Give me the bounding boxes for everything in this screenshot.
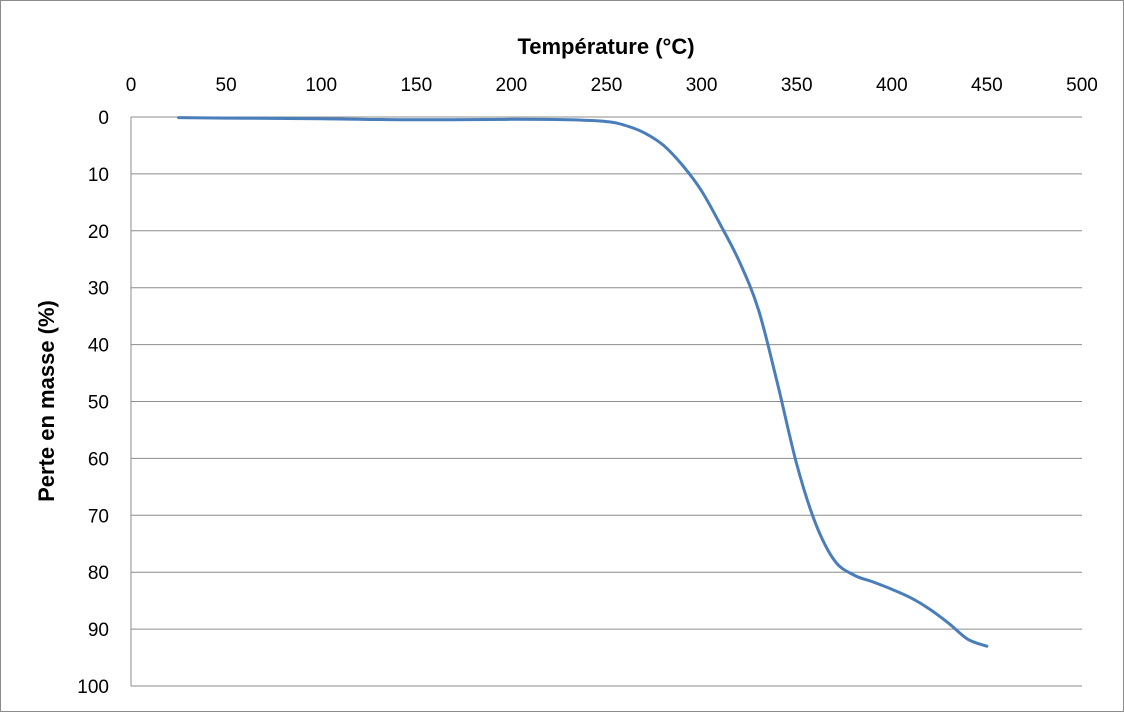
series-line-0 xyxy=(177,116,989,648)
y-tick-label: 100 xyxy=(77,677,109,698)
gridlines xyxy=(131,173,1082,687)
y-tick-labels: 0 10 20 30 40 50 60 70 80 90 100 xyxy=(77,108,109,698)
x-tick-label: 400 xyxy=(876,75,908,96)
y-axis-title: Perte en masse (%) xyxy=(34,300,59,502)
x-tick-label: 350 xyxy=(781,75,813,96)
x-tick-labels: 0 50 100 150 200 250 300 350 400 450 500 xyxy=(126,75,1098,96)
x-tick-label: 150 xyxy=(400,75,432,96)
y-tick-label: 70 xyxy=(88,506,109,527)
x-tick-label: 50 xyxy=(216,75,237,96)
x-tick-label: 500 xyxy=(1066,75,1098,96)
y-tick-label: 10 xyxy=(88,165,109,186)
x-tick-label: 300 xyxy=(686,75,718,96)
y-tick-label: 60 xyxy=(88,449,109,470)
x-tick-label: 200 xyxy=(496,75,528,96)
y-tick-label: 50 xyxy=(88,393,109,414)
x-tick-label: 100 xyxy=(305,75,337,96)
x-tick-label: 250 xyxy=(591,75,623,96)
y-tick-label: 30 xyxy=(88,279,109,300)
y-tick-label: 40 xyxy=(88,336,109,357)
x-tick-label: 0 xyxy=(126,75,137,96)
x-axis-title: Température (°C) xyxy=(517,34,694,59)
x-tick-label: 450 xyxy=(971,75,1003,96)
y-tick-label: 0 xyxy=(98,108,109,129)
y-tick-label: 80 xyxy=(88,563,109,584)
series-layer xyxy=(177,116,989,648)
y-tick-label: 90 xyxy=(88,620,109,641)
y-tick-label: 20 xyxy=(88,222,109,243)
